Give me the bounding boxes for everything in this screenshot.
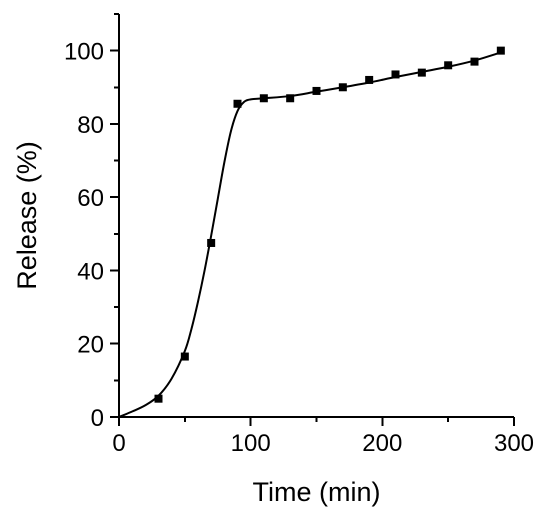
data-point xyxy=(312,86,321,95)
fit-curve xyxy=(118,51,502,418)
fit-curve-layer xyxy=(118,51,502,418)
x-tick-label: 200 xyxy=(362,430,402,457)
data-point xyxy=(286,94,295,103)
y-tick-label: 100 xyxy=(64,39,104,66)
x-tick-label: 100 xyxy=(231,430,271,457)
data-point xyxy=(180,352,189,361)
data-point xyxy=(338,83,347,92)
data-point xyxy=(365,75,374,84)
y-tick-label: 80 xyxy=(77,112,104,139)
y-tick-label: 20 xyxy=(77,332,104,359)
x-axis-title: Time (min) xyxy=(253,477,381,507)
x-tick-label: 0 xyxy=(112,430,125,457)
y-axis-title: Release (%) xyxy=(12,141,42,290)
y-tick-label: 60 xyxy=(77,185,104,212)
data-point xyxy=(417,68,426,77)
data-point xyxy=(207,238,216,247)
data-point xyxy=(470,57,479,66)
data-point xyxy=(154,394,163,403)
data-points-layer xyxy=(154,46,505,403)
axes: 0 100 200 300 0 20 40 60 80 100 xyxy=(64,13,534,457)
y-tick-label: 40 xyxy=(77,258,104,285)
data-point xyxy=(233,99,242,108)
x-tick-label: 300 xyxy=(494,430,534,457)
data-point xyxy=(496,46,505,55)
data-point xyxy=(444,61,453,70)
data-point xyxy=(259,94,268,103)
data-point xyxy=(391,70,400,79)
y-tick-label: 0 xyxy=(91,405,104,432)
